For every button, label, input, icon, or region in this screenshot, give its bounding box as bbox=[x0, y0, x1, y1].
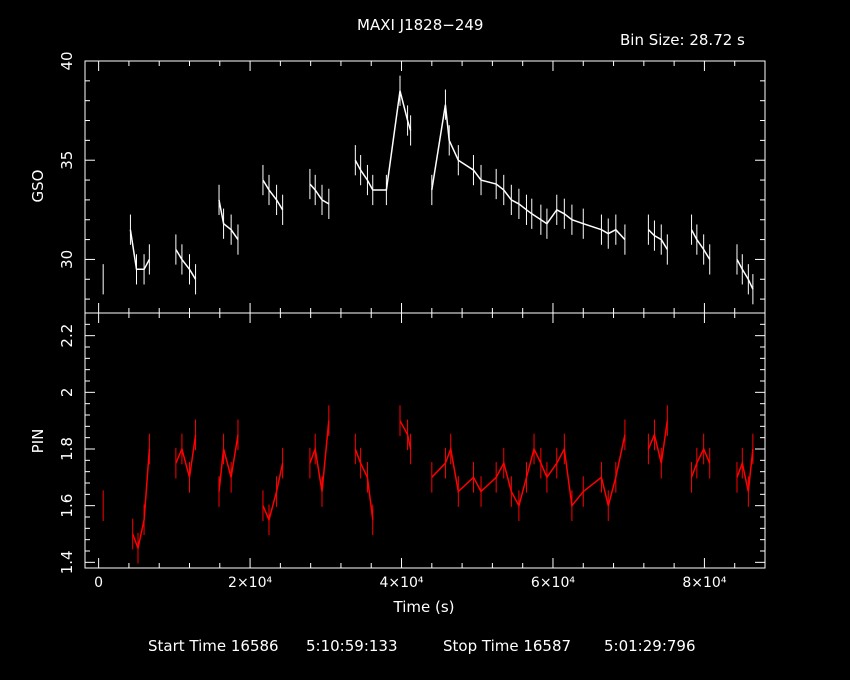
pin-segment bbox=[399, 420, 412, 450]
tick-labels: 30 35 40 1.4 1.6 1.8 2 2.2 0 2×10⁴ 4×10⁴ 6×10⁴ 8×10⁴ bbox=[58, 51, 727, 591]
pin-y-tick-label: 2.2 bbox=[58, 324, 76, 348]
pin-y-tick-label: 1.6 bbox=[58, 494, 76, 518]
gso-segment bbox=[218, 199, 239, 241]
pin-y-tick-label: 1.8 bbox=[58, 437, 76, 461]
x-tick-label: 2×10⁴ bbox=[228, 575, 272, 591]
pin-axis-label: PIN bbox=[29, 429, 47, 454]
gso-panel-axes bbox=[84, 60, 766, 314]
pin-segment bbox=[175, 434, 197, 478]
gso-axis-label: GSO bbox=[29, 170, 47, 203]
gso-segment bbox=[262, 179, 284, 211]
gso-segment bbox=[175, 249, 197, 280]
gso-segment bbox=[690, 229, 711, 260]
gso-segment bbox=[129, 229, 151, 271]
pin-segment bbox=[431, 434, 626, 508]
pin-panel-axes bbox=[84, 312, 766, 569]
pin-segment bbox=[690, 447, 711, 478]
bin-size-label: Bin Size: 28.72 s bbox=[620, 31, 745, 49]
pin-segment bbox=[309, 420, 330, 492]
gso-segment bbox=[354, 90, 412, 191]
pin-segment bbox=[736, 448, 754, 492]
start-time-label: Start Time 16586 bbox=[148, 637, 279, 655]
gso-segment bbox=[647, 229, 668, 250]
gso-y-tick-label: 35 bbox=[58, 151, 76, 170]
pin-segment bbox=[262, 463, 284, 523]
gso-segment bbox=[736, 259, 754, 290]
gso-segment bbox=[309, 183, 330, 205]
x-tick-label: 0 bbox=[94, 575, 103, 591]
x-tick-label: 4×10⁴ bbox=[379, 575, 423, 591]
stop-time-value: 5:01:29:796 bbox=[604, 637, 696, 655]
pin-segment bbox=[647, 420, 669, 464]
gso-frame bbox=[84, 60, 766, 314]
pin-y-tick-label: 1.4 bbox=[58, 550, 76, 574]
gso-series-line bbox=[102, 75, 754, 305]
x-tick-label: 6×10⁴ bbox=[531, 575, 575, 591]
chart-title: MAXI J1828−249 bbox=[357, 16, 484, 34]
pin-segment bbox=[218, 434, 239, 492]
pin-series-line bbox=[102, 405, 754, 564]
pin-segment bbox=[131, 448, 151, 551]
pin-segment bbox=[354, 448, 374, 520]
x-tick-label: 8×10⁴ bbox=[682, 575, 726, 591]
pin-y-tick-label: 2 bbox=[58, 388, 76, 398]
gso-y-tick-label: 40 bbox=[58, 51, 76, 70]
start-time-value: 5:10:59:133 bbox=[306, 637, 398, 655]
x-axis-label: Time (s) bbox=[393, 598, 455, 616]
gso-y-tick-label: 30 bbox=[58, 250, 76, 269]
stop-time-label: Stop Time 16587 bbox=[443, 637, 572, 655]
gso-segment bbox=[431, 104, 626, 241]
pin-frame bbox=[84, 312, 766, 569]
